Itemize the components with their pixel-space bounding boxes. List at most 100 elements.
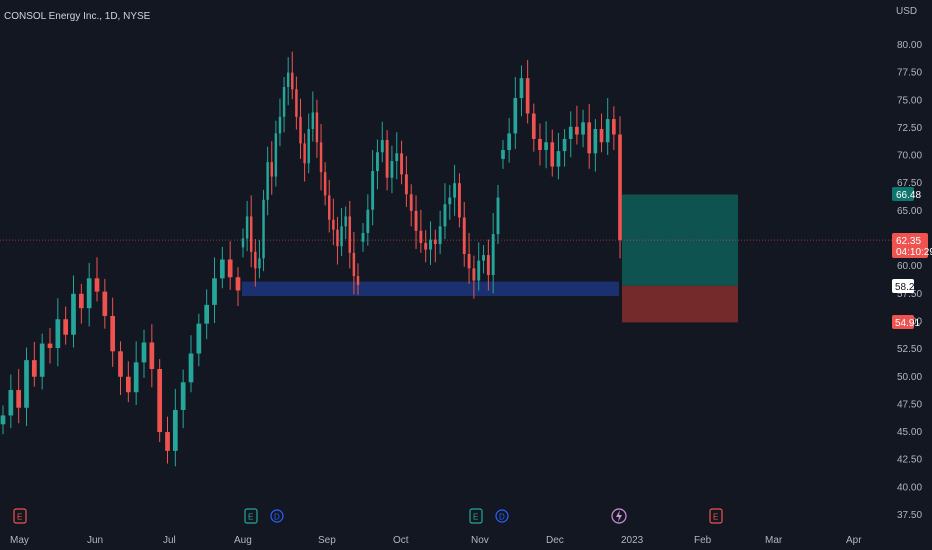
dividend-icon[interactable]: D <box>495 509 509 523</box>
time-axis[interactable]: May Jun Jul Aug Sep Oct Nov Dec 2023 Feb Mar Apr <box>10 535 862 546</box>
candle-body <box>141 342 147 363</box>
dividend-icon[interactable]: D <box>270 509 284 523</box>
price-tick-label: 50.00 <box>897 372 922 383</box>
candle-body <box>525 78 530 114</box>
candle-body <box>235 277 241 291</box>
stop-zone[interactable] <box>622 285 738 323</box>
chart-title: CONSOL Energy Inc., 1D, NYSE <box>4 11 151 22</box>
candle-body <box>291 72 294 90</box>
candle-body <box>102 291 108 316</box>
svg-text:D: D <box>499 513 505 522</box>
candle-body <box>258 258 261 269</box>
time-tick-label: Dec <box>546 535 564 546</box>
support-zone[interactable] <box>242 281 619 297</box>
candle-body <box>319 142 323 173</box>
candle-body <box>307 129 310 164</box>
candle-body <box>587 122 592 154</box>
svg-text:E: E <box>713 513 718 522</box>
price-tick-label: 57.50 <box>897 289 922 300</box>
candle-body <box>409 194 413 211</box>
time-tick-label: 2023 <box>621 535 644 546</box>
candle-body <box>544 142 548 151</box>
candle-body <box>611 119 616 135</box>
candle-body <box>462 217 466 254</box>
candle-body <box>433 239 437 245</box>
candle-body <box>249 216 253 252</box>
candle-body <box>556 151 561 167</box>
candle-body <box>227 259 233 278</box>
candle-body <box>303 143 306 164</box>
candle-body <box>274 133 278 177</box>
stop-price-tag: 54.91 <box>892 315 920 329</box>
candle-body <box>315 112 319 143</box>
candle-body <box>39 343 45 377</box>
candle-body <box>400 153 404 175</box>
candle-body <box>110 315 116 352</box>
candle-body <box>467 253 471 269</box>
candle-body <box>47 343 53 348</box>
candle-body <box>55 319 61 348</box>
candle-body <box>212 278 217 305</box>
candle-body <box>599 129 604 143</box>
candle-body <box>295 89 298 117</box>
svg-text:58.22: 58.22 <box>895 282 920 293</box>
target-zone[interactable] <box>622 194 738 286</box>
svg-text:D: D <box>274 513 280 522</box>
earnings-icon[interactable]: E <box>13 508 27 524</box>
candle-body <box>196 323 202 354</box>
earnings-icon[interactable]: E <box>244 508 258 524</box>
time-tick-label: Nov <box>471 535 489 546</box>
candle-body <box>385 140 389 178</box>
lightning-icon[interactable] <box>611 508 627 524</box>
candle-body <box>472 268 476 281</box>
svg-text:E: E <box>17 513 22 522</box>
time-tick-label: Oct <box>393 535 409 546</box>
candle-body <box>519 78 524 99</box>
candle-body <box>477 260 481 281</box>
candle-body <box>262 199 265 259</box>
price-tick-label: 47.50 <box>897 399 922 410</box>
candle-body <box>323 172 327 196</box>
candle-body <box>8 390 14 416</box>
candle-body <box>438 226 442 245</box>
candle-body <box>581 122 585 135</box>
svg-text:62.35: 62.35 <box>896 236 921 247</box>
candle-body <box>254 251 257 269</box>
time-tick-label: Feb <box>694 535 712 546</box>
price-tick-label: 72.50 <box>897 123 922 134</box>
target-price-tag: 66.48 <box>892 187 921 201</box>
candle-body <box>332 219 335 230</box>
candle-body <box>118 351 123 377</box>
candle-body <box>538 138 542 151</box>
candle-body <box>348 216 352 253</box>
candle-body <box>16 390 22 408</box>
candle-body <box>157 369 163 433</box>
candle-body <box>94 278 100 292</box>
candle-body <box>78 293 84 309</box>
candle-body <box>513 98 518 134</box>
candle-body <box>361 232 365 242</box>
candle-body <box>204 304 210 324</box>
candle-body <box>429 239 432 250</box>
candle-body <box>328 195 331 220</box>
price-tick-label: 45.00 <box>897 427 922 438</box>
candle-body <box>0 415 6 425</box>
candle-body <box>482 255 485 261</box>
price-tick-label: 60.00 <box>897 261 922 272</box>
earnings-icon[interactable]: E <box>709 508 723 524</box>
price-tick-label: 42.50 <box>897 455 922 466</box>
time-tick-label: Apr <box>846 535 862 546</box>
candle-body <box>24 360 29 408</box>
candle-body <box>593 129 598 154</box>
price-tick-label: 70.00 <box>897 151 922 162</box>
price-tick-label: 52.50 <box>897 344 922 355</box>
candle-body <box>424 242 428 250</box>
candle-body <box>340 226 343 247</box>
candle-body <box>366 209 370 233</box>
earnings-icon[interactable]: E <box>469 508 483 524</box>
price-tick-label: 77.50 <box>897 68 922 79</box>
price-tick-label: 40.00 <box>897 482 922 493</box>
candle-body <box>86 278 92 309</box>
